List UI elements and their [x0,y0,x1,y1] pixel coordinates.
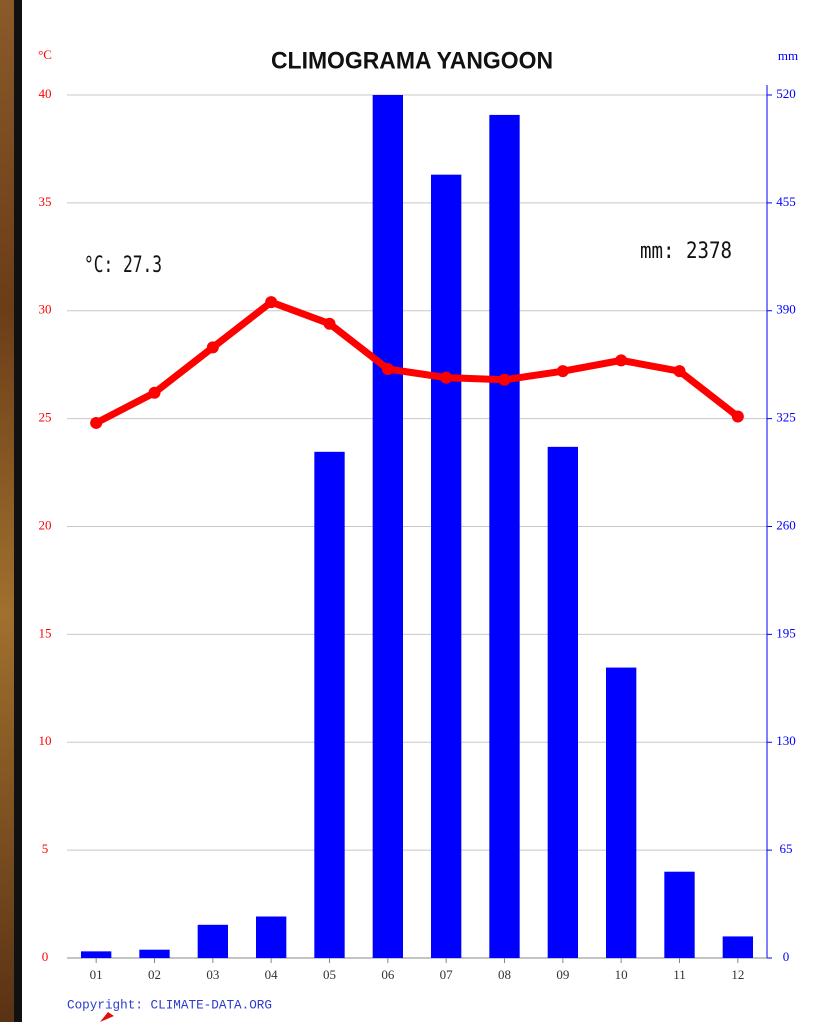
point [90,416,103,429]
point [673,365,686,378]
x-tick-label: 04 [265,967,279,982]
chart-title: CLIMOGRAMA YANGOON [271,47,553,74]
bar [431,174,462,958]
bar [547,446,578,958]
bar [197,924,228,958]
x-tick-label: 10 [615,967,628,982]
y2-tick-label: 520 [776,86,796,101]
point [148,386,161,399]
y-tick-label: 35 [39,194,52,209]
background-strip [0,0,14,1022]
bar [489,114,520,958]
y-tick-label: 40 [39,86,52,101]
y2-tick-label: 0 [783,949,790,964]
point [381,363,394,376]
bar [606,667,637,958]
bar [722,936,753,958]
point [265,296,278,309]
source: Copyright: CLIMATE-DATA.ORG [67,997,272,1012]
y-tick-label: 5 [42,841,49,856]
x-tick-label: 07 [440,967,454,982]
y-axis-label: °C [38,47,52,62]
point [206,341,219,354]
y-tick-label: 0 [42,949,49,964]
point [615,354,628,367]
x-tick-label: 02 [148,967,161,982]
y2-tick-label: 260 [776,517,796,532]
y-tick-label: 10 [39,733,52,748]
y-tick-label: 25 [39,410,52,425]
y2-tick-label: 390 [776,302,796,317]
y-tick-label: 20 [39,517,52,532]
x-tick-label: 05 [323,967,336,982]
y2-tick-label: 455 [776,194,796,209]
border [14,0,22,1022]
bar [139,949,170,958]
y2-tick-label: 65 [780,841,793,856]
x-tick-label: 03 [206,967,219,982]
bar [664,871,695,958]
bar [372,95,403,958]
x-tick-label: 12 [731,967,744,982]
y-tick-label: 15 [39,625,52,640]
x-tick-label: 11 [673,967,686,982]
temperature-line [94,298,740,427]
y2-tick-label: 130 [776,733,796,748]
x-tick-label: 08 [498,967,511,982]
x-tick-label: 09 [556,967,569,982]
y2-tick-label: 325 [776,410,796,425]
y2-axis-label: mm [778,48,798,63]
bar [256,916,287,958]
bar [314,451,345,958]
annotation: °C: 27.3 [84,253,162,278]
cursor [100,1012,114,1022]
x-tick-label: 01 [90,967,103,982]
point [556,365,569,378]
annotation: mm: 2378 [640,239,732,264]
bar [81,951,112,958]
point [731,410,744,423]
x-tick-label: 06 [381,967,395,982]
point [323,317,336,330]
y-tick-label: 30 [39,302,52,317]
point [440,371,453,384]
y2-tick-label: 195 [776,625,796,640]
point [498,373,511,386]
